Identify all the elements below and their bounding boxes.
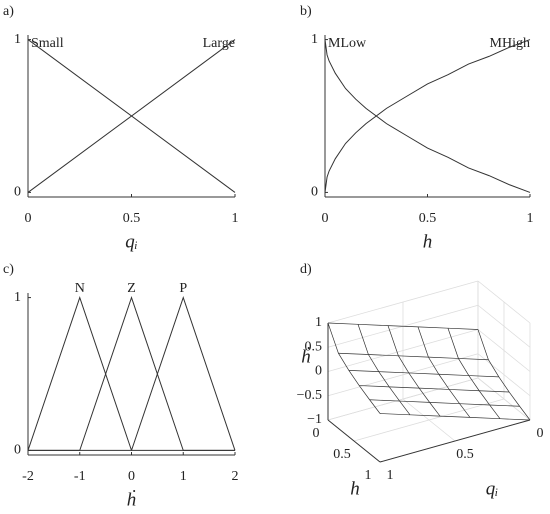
surface-mesh-line (327, 322, 381, 414)
y-tick-label: 0 (14, 185, 21, 200)
y-tick-label: 0 (311, 185, 318, 200)
z-tick-label: 0.5 (305, 339, 323, 354)
h-tick-label: 1 (365, 468, 372, 483)
h-grid-line (353, 398, 505, 442)
h-grid-line (327, 377, 479, 421)
surface-mesh-line (417, 326, 471, 418)
x-tick-label: 1 (232, 211, 239, 226)
x-tick-label: 0 (128, 469, 135, 484)
series-label: Small (31, 36, 64, 51)
panel-label: a) (3, 4, 14, 19)
z-tick-label: 1 (315, 315, 322, 330)
series-line (324, 39, 531, 193)
series-label: MLow (328, 36, 367, 51)
surface-mesh-line (327, 322, 479, 330)
z-axis-label: ḣ (301, 346, 311, 367)
x-tick-label: 1 (180, 469, 187, 484)
x-tick-label: -2 (22, 469, 34, 484)
z-tick-label: 0 (315, 364, 322, 379)
series-label: Z (127, 281, 136, 296)
y-tick-label: 1 (14, 32, 21, 47)
y-tick-label: 1 (311, 32, 318, 47)
y-tick-label: 1 (14, 290, 21, 305)
h-tick-label: 0 (313, 426, 320, 441)
x-axis-label: ḣ (127, 489, 137, 510)
x-tick-label: 0 (25, 211, 32, 226)
series-line (27, 296, 235, 451)
surface-mesh-line (477, 329, 531, 421)
series-line (324, 39, 531, 193)
surface-mesh-line (359, 385, 510, 393)
h-axis (327, 419, 381, 463)
x-tick-label: 0.5 (419, 211, 437, 226)
q-axis (379, 419, 531, 463)
surface-mesh-line (357, 324, 411, 416)
q-axis-label: qᵢ (486, 478, 499, 499)
x-tick-label: -1 (74, 469, 86, 484)
surface-mesh-line (447, 328, 501, 419)
q-tick-label: 1 (387, 468, 394, 483)
series-label: Large (203, 36, 235, 51)
surface-mesh-line (348, 370, 499, 378)
h-axis-label: h (350, 478, 360, 499)
z-tick-label: −1 (307, 412, 322, 427)
series-label: MHigh (490, 36, 530, 51)
series-line (28, 296, 236, 451)
series-label: P (179, 281, 187, 296)
series-line (27, 39, 236, 193)
surface-mesh-line (338, 352, 489, 361)
x-tick-label: 0.5 (123, 211, 141, 226)
surface-mesh-line (369, 399, 520, 407)
x-tick-label: 2 (232, 469, 239, 484)
x-axis-label: h (423, 231, 433, 252)
h-tick-label: 0.5 (333, 447, 351, 462)
z-tick-label: −0.5 (297, 388, 322, 403)
series-label: N (75, 281, 85, 296)
q-tick-label: 0.5 (456, 447, 474, 462)
y-tick-label: 0 (14, 443, 21, 458)
series-line (28, 296, 235, 451)
x-tick-label: 1 (527, 211, 534, 226)
x-axis-label: qᵢ (125, 231, 138, 252)
surface-mesh-line (379, 413, 531, 421)
panel-label: c) (3, 262, 14, 277)
q-tick-label: 0 (537, 426, 544, 441)
panel-label: b) (300, 4, 312, 19)
x-tick-label: 0 (322, 211, 329, 226)
panel-label: d) (300, 262, 312, 277)
surface-mesh-line (387, 325, 441, 417)
